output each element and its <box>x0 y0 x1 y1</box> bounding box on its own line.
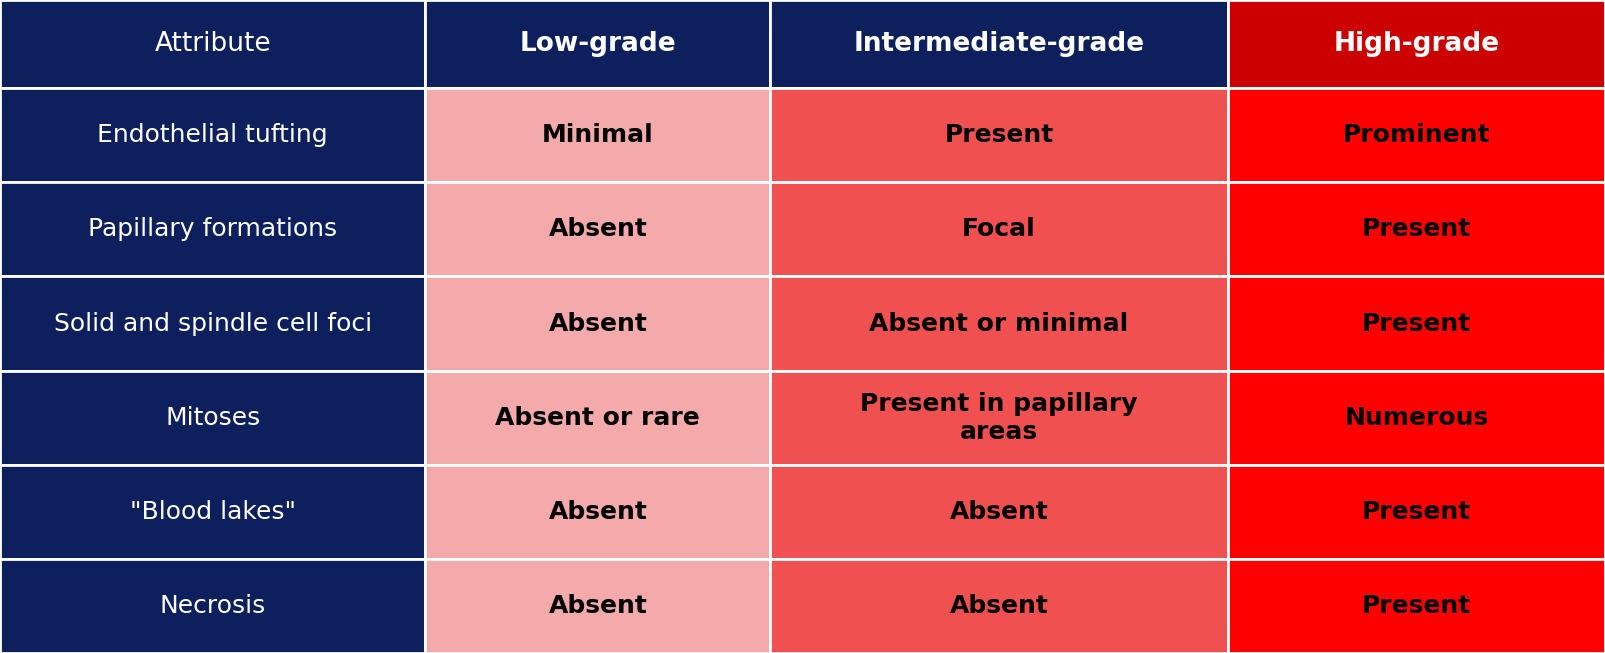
Text: Present: Present <box>944 123 1054 147</box>
Bar <box>0 465 425 559</box>
Bar <box>1228 88 1605 182</box>
Text: Absent: Absent <box>549 594 647 618</box>
Bar <box>1228 182 1605 276</box>
Text: Absent or rare: Absent or rare <box>496 406 700 430</box>
Bar <box>1228 370 1605 465</box>
Bar <box>0 559 425 653</box>
Text: Absent: Absent <box>549 217 647 242</box>
Text: Necrosis: Necrosis <box>159 594 266 618</box>
Text: Present: Present <box>1361 594 1472 618</box>
Text: Mitoses: Mitoses <box>165 406 260 430</box>
Bar <box>425 370 770 465</box>
Bar <box>1228 559 1605 653</box>
Text: Focal: Focal <box>963 217 1035 242</box>
Text: Low-grade: Low-grade <box>520 31 676 57</box>
Bar <box>0 276 425 370</box>
Text: High-grade: High-grade <box>1334 31 1499 57</box>
Text: Present in papillary
areas: Present in papillary areas <box>860 392 1138 443</box>
Text: Absent: Absent <box>549 311 647 336</box>
Text: Absent: Absent <box>549 500 647 524</box>
Text: Attribute: Attribute <box>154 31 271 57</box>
Bar <box>425 0 770 88</box>
Bar <box>770 465 1228 559</box>
Text: Minimal: Minimal <box>542 123 653 147</box>
Bar <box>1228 0 1605 88</box>
Text: "Blood lakes": "Blood lakes" <box>130 500 295 524</box>
Bar <box>770 370 1228 465</box>
Text: Solid and spindle cell foci: Solid and spindle cell foci <box>53 311 372 336</box>
Bar <box>770 559 1228 653</box>
Bar <box>770 276 1228 370</box>
Bar <box>1228 465 1605 559</box>
Bar <box>425 559 770 653</box>
Bar <box>0 370 425 465</box>
Text: Present: Present <box>1361 311 1472 336</box>
Bar <box>770 88 1228 182</box>
Text: Absent: Absent <box>950 594 1048 618</box>
Bar <box>0 88 425 182</box>
Text: Absent or minimal: Absent or minimal <box>870 311 1128 336</box>
Text: Present: Present <box>1361 500 1472 524</box>
Bar <box>0 182 425 276</box>
Text: Present: Present <box>1361 217 1472 242</box>
Bar <box>425 182 770 276</box>
Text: Endothelial tufting: Endothelial tufting <box>98 123 327 147</box>
Text: Intermediate-grade: Intermediate-grade <box>854 31 1144 57</box>
Bar <box>770 182 1228 276</box>
Bar <box>425 465 770 559</box>
Text: Prominent: Prominent <box>1343 123 1489 147</box>
Text: Numerous: Numerous <box>1345 406 1488 430</box>
Text: Absent: Absent <box>950 500 1048 524</box>
Bar <box>770 0 1228 88</box>
Bar <box>0 0 425 88</box>
Bar <box>425 276 770 370</box>
Text: Papillary formations: Papillary formations <box>88 217 337 242</box>
Bar <box>425 88 770 182</box>
Bar <box>1228 276 1605 370</box>
